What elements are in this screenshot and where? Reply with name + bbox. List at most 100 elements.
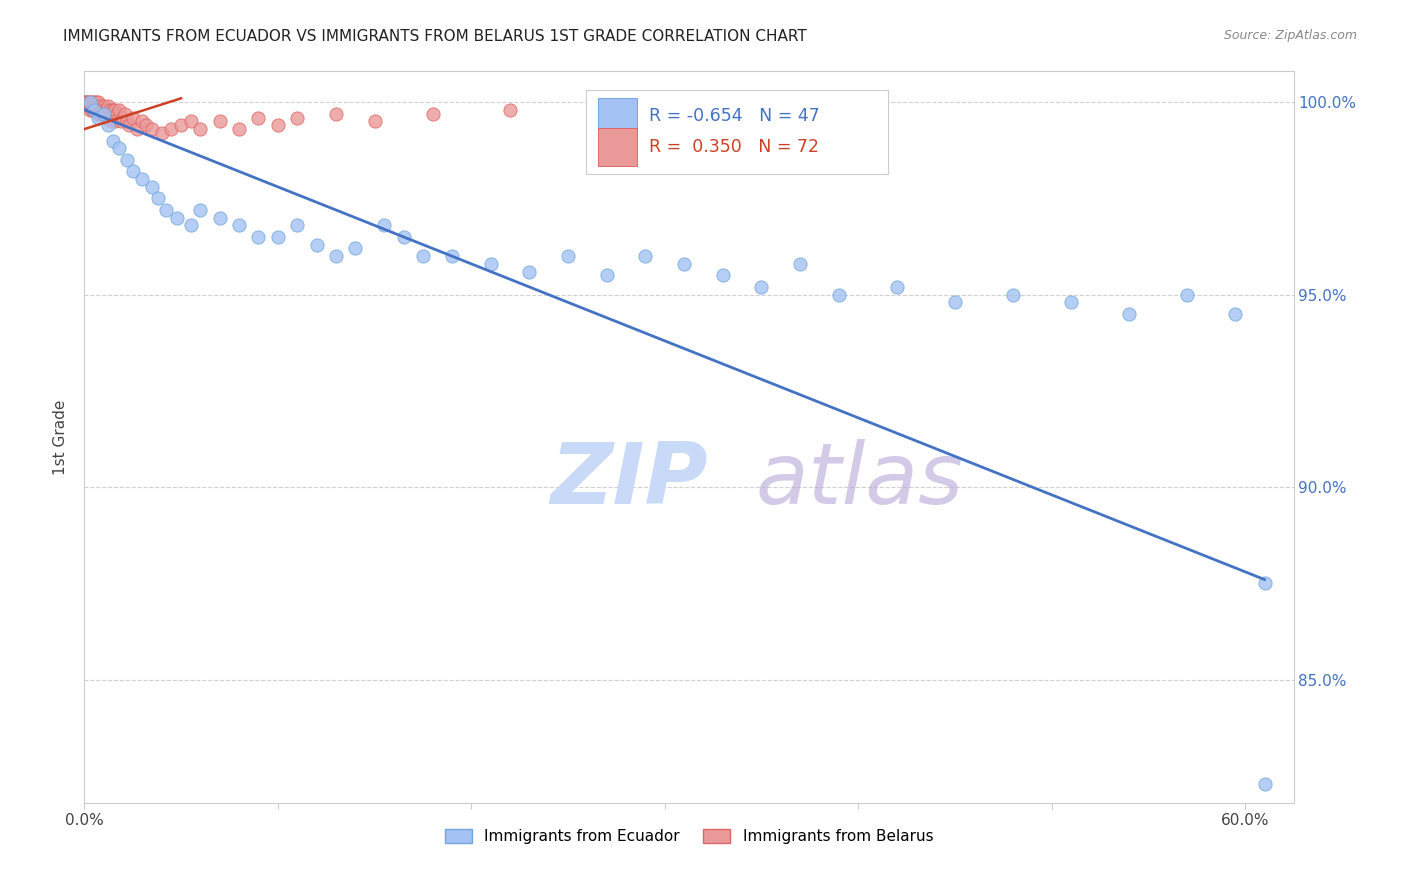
Point [228, 122, 250, 136]
Point [499, 103, 522, 117]
FancyBboxPatch shape [599, 128, 637, 167]
Point [98, 111, 121, 125]
Point [422, 106, 444, 120]
Point [83, 99, 105, 113]
Text: IMMIGRANTS FROM ECUADOR VS IMMIGRANTS FROM BELARUS 1ST GRADE CORRELATION CHART: IMMIGRANTS FROM ECUADOR VS IMMIGRANTS FR… [63, 29, 807, 44]
Point [121, 111, 143, 125]
Point [180, 219, 202, 233]
Point [943, 295, 966, 310]
Text: Source: ZipAtlas.com: Source: ZipAtlas.com [1223, 29, 1357, 42]
Point [131, 114, 153, 128]
Point [344, 242, 367, 256]
Point [247, 111, 270, 125]
Point [325, 106, 347, 120]
Point [75, 95, 97, 110]
Text: R =  0.350   N = 72: R = 0.350 N = 72 [650, 137, 820, 156]
Point [131, 172, 153, 186]
Point [180, 114, 202, 128]
Point [363, 114, 385, 128]
Point [103, 134, 125, 148]
Point [517, 264, 540, 278]
Point [751, 280, 773, 294]
Legend: Immigrants from Ecuador, Immigrants from Belarus: Immigrants from Ecuador, Immigrants from… [439, 822, 939, 850]
Point [75, 95, 97, 110]
Point [305, 237, 328, 252]
Point [118, 118, 141, 132]
Text: atlas: atlas [755, 440, 963, 523]
Point [87, 106, 110, 120]
Point [208, 114, 231, 128]
Point [82, 95, 104, 110]
Point [93, 106, 115, 120]
Point [83, 103, 105, 117]
Point [115, 153, 138, 167]
FancyBboxPatch shape [586, 90, 889, 174]
Point [170, 118, 193, 132]
Point [125, 122, 148, 136]
Point [87, 111, 110, 125]
Point [190, 122, 212, 136]
Point [94, 111, 117, 125]
Point [108, 141, 131, 155]
Point [84, 99, 107, 113]
Point [160, 122, 183, 136]
Point [83, 103, 105, 117]
Point [789, 257, 811, 271]
Point [79, 95, 101, 110]
Point [87, 95, 110, 110]
Point [267, 230, 290, 244]
Point [112, 111, 135, 125]
Point [114, 106, 136, 120]
Point [110, 114, 132, 128]
Point [325, 249, 347, 263]
Point [373, 219, 395, 233]
Point [83, 103, 105, 117]
Point [89, 103, 111, 117]
Point [79, 99, 101, 113]
Text: R = -0.654   N = 47: R = -0.654 N = 47 [650, 107, 820, 125]
Point [87, 103, 110, 117]
Point [77, 99, 100, 113]
Point [103, 111, 125, 125]
Point [267, 118, 290, 132]
Point [97, 118, 120, 132]
Y-axis label: 1st Grade: 1st Grade [53, 400, 69, 475]
Point [392, 230, 415, 244]
Point [79, 95, 101, 110]
Point [228, 219, 250, 233]
Point [1118, 307, 1140, 321]
Point [634, 249, 657, 263]
Point [711, 268, 734, 283]
Point [141, 179, 163, 194]
Point [90, 106, 112, 120]
Point [146, 191, 169, 205]
Point [84, 95, 107, 110]
Point [100, 106, 122, 120]
Point [87, 99, 110, 113]
Point [76, 95, 98, 110]
Point [82, 103, 104, 117]
Point [1253, 576, 1275, 591]
Point [208, 211, 231, 225]
Point [103, 103, 125, 117]
Point [79, 103, 101, 117]
Point [135, 118, 157, 132]
Point [166, 211, 188, 225]
Point [190, 202, 212, 217]
Point [1060, 295, 1083, 310]
Point [93, 103, 115, 117]
Point [479, 257, 502, 271]
Point [673, 257, 696, 271]
Point [84, 103, 107, 117]
Point [1175, 287, 1198, 301]
Point [100, 114, 122, 128]
Point [108, 111, 131, 125]
Point [285, 111, 308, 125]
Point [886, 280, 908, 294]
Point [93, 106, 115, 120]
Point [83, 99, 105, 113]
Point [104, 114, 127, 128]
Point [90, 103, 112, 117]
Point [731, 106, 754, 120]
Point [94, 103, 117, 117]
